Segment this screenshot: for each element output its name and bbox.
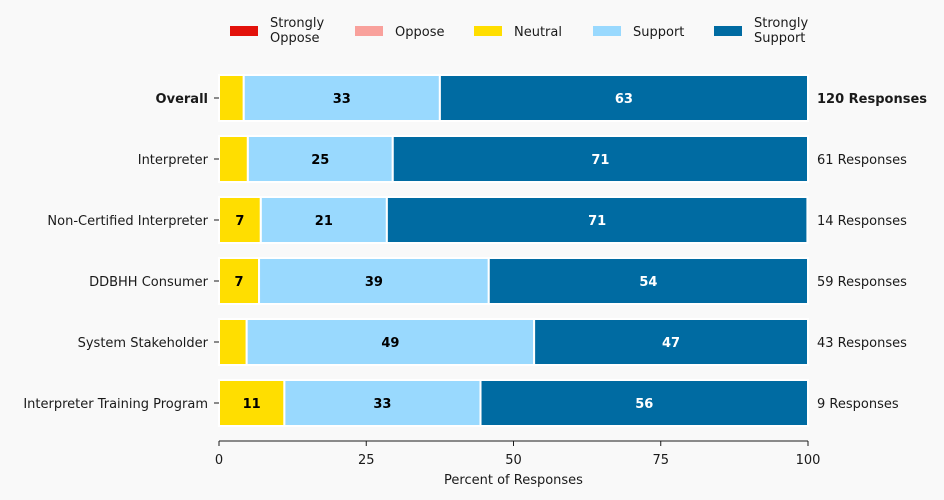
data-label: 7 bbox=[235, 214, 244, 229]
bar-segment bbox=[479, 379, 809, 427]
data-label: 11 bbox=[243, 397, 261, 412]
data-label: 25 bbox=[311, 153, 329, 168]
category-label: DDBHH Consumer bbox=[89, 275, 209, 290]
legend-swatch-strongly-support bbox=[714, 26, 742, 36]
legend-label: Strongly bbox=[270, 16, 324, 31]
bar-segment bbox=[218, 318, 248, 366]
bar-segment bbox=[245, 318, 536, 366]
response-count: 9 Responses bbox=[817, 397, 899, 412]
bar-segment bbox=[218, 135, 249, 183]
category-label: System Stakeholder bbox=[78, 336, 209, 351]
data-label: 33 bbox=[333, 92, 351, 107]
legend-label: Strongly bbox=[754, 16, 808, 31]
x-tick-label: 0 bbox=[215, 453, 223, 468]
data-label: 7 bbox=[235, 275, 244, 290]
legend-label: Support bbox=[754, 31, 805, 46]
legend-swatch-neutral bbox=[474, 26, 502, 36]
data-label: 63 bbox=[615, 92, 633, 107]
x-tick-label: 100 bbox=[796, 453, 821, 468]
bar-segment bbox=[259, 196, 388, 244]
legend-label: Oppose bbox=[270, 31, 319, 46]
response-count: 120 Responses bbox=[817, 92, 927, 107]
response-count: 43 Responses bbox=[817, 336, 907, 351]
data-label: 49 bbox=[381, 336, 399, 351]
data-label: 71 bbox=[591, 153, 609, 168]
legend-swatch-strongly-oppose bbox=[230, 26, 258, 36]
bar-segment bbox=[438, 74, 809, 122]
x-axis-title: Percent of Responses bbox=[444, 473, 583, 488]
bar-segment bbox=[385, 196, 809, 244]
bar-segment bbox=[246, 135, 394, 183]
x-tick-label: 50 bbox=[505, 453, 522, 468]
response-count: 14 Responses bbox=[817, 214, 907, 229]
bar-segment bbox=[487, 257, 809, 305]
legend-label: Oppose bbox=[395, 25, 444, 40]
legend-label: Neutral bbox=[514, 25, 562, 40]
category-label: Overall bbox=[156, 92, 208, 107]
response-count: 61 Responses bbox=[817, 153, 907, 168]
data-label: 47 bbox=[662, 336, 680, 351]
response-count: 59 Responses bbox=[817, 275, 907, 290]
category-label: Non-Certified Interpreter bbox=[47, 214, 208, 229]
data-label: 71 bbox=[588, 214, 606, 229]
bar-segment bbox=[533, 318, 809, 366]
legend-swatch-oppose bbox=[355, 26, 383, 36]
legend-label: Support bbox=[633, 25, 684, 40]
legend-swatch-support bbox=[593, 26, 621, 36]
data-label: 21 bbox=[315, 214, 333, 229]
bar-segment bbox=[218, 74, 245, 122]
category-label: Interpreter Training Program bbox=[23, 397, 208, 412]
category-label: Interpreter bbox=[138, 153, 209, 168]
x-tick-label: 75 bbox=[652, 453, 669, 468]
x-tick-label: 25 bbox=[358, 453, 375, 468]
bar-segment bbox=[242, 74, 441, 122]
data-label: 33 bbox=[373, 397, 391, 412]
data-label: 54 bbox=[639, 275, 657, 290]
bar-segment bbox=[391, 135, 809, 183]
data-label: 39 bbox=[365, 275, 383, 290]
data-label: 56 bbox=[635, 397, 653, 412]
bar-segment bbox=[258, 257, 490, 305]
